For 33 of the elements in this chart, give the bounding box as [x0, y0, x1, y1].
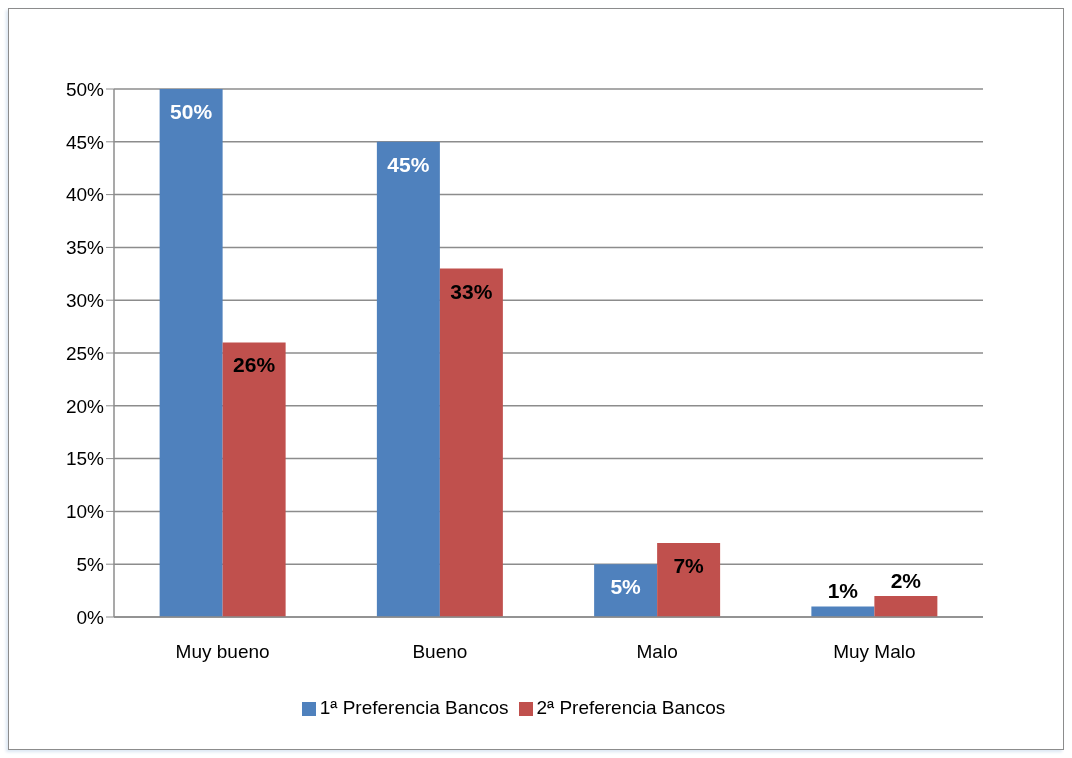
y-tick-label: 0% — [76, 606, 105, 628]
bar — [594, 564, 658, 617]
bar — [811, 606, 875, 617]
y-tick-label: 45% — [65, 131, 105, 153]
y-tick-label: 35% — [65, 237, 105, 259]
legend-label: 1ª Preferencia Bancos — [319, 697, 509, 718]
x-tick-label: Bueno — [412, 641, 468, 663]
x-tick-label: Muy Malo — [833, 641, 916, 663]
data-label: 33% — [450, 279, 493, 303]
bar — [657, 543, 721, 617]
data-label: 26% — [233, 353, 276, 377]
data-label: 7% — [673, 554, 705, 578]
data-label: 50% — [170, 100, 213, 123]
bar — [159, 89, 223, 617]
y-tick-label: 10% — [65, 501, 105, 523]
data-label: 5% — [610, 575, 642, 599]
y-tick-label: 15% — [65, 448, 105, 470]
data-label: 45% — [387, 152, 430, 176]
y-tick-label: 20% — [65, 395, 105, 417]
bar — [439, 268, 503, 617]
y-tick-label: 40% — [65, 184, 105, 206]
bar — [222, 342, 286, 617]
bar — [376, 141, 440, 617]
y-tick-label: 30% — [65, 289, 105, 311]
y-tick-label: 50% — [65, 78, 105, 100]
legend-label: 2ª Preferencia Bancos — [536, 697, 726, 718]
y-tick-label: 25% — [65, 342, 105, 364]
bar — [874, 595, 938, 617]
data-label: 2% — [890, 568, 922, 592]
x-tick-label: Malo — [636, 641, 678, 663]
data-label: 1% — [827, 579, 859, 603]
x-tick-label: Muy bueno — [175, 641, 270, 663]
y-tick-label: 5% — [76, 553, 105, 575]
